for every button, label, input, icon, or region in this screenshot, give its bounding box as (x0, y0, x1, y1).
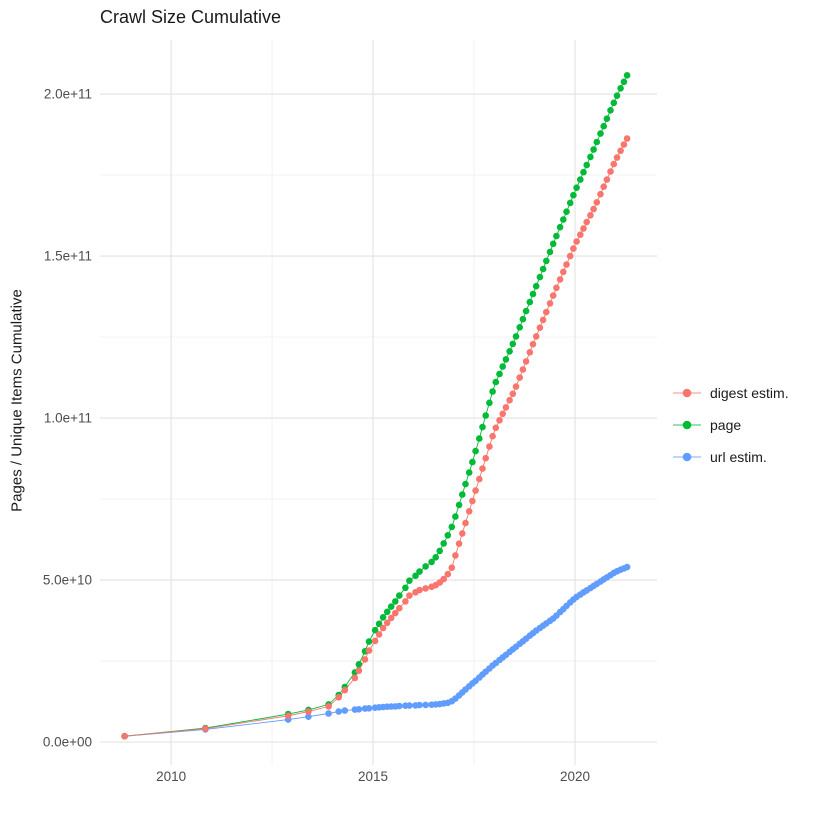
x-tick-label: 2010 (156, 769, 186, 784)
series-url-estim (121, 563, 631, 740)
legend-entry-digest-estim: digest estim. (672, 377, 789, 409)
legend-label: url estim. (710, 449, 767, 465)
x-tick-label: 2020 (560, 769, 590, 784)
y-tick-label: 1.5e+11 (44, 249, 92, 264)
legend: digest estim. page url estim. (672, 377, 789, 473)
minor-gridlines (100, 40, 657, 765)
y-tick-label: 5.0e+10 (43, 573, 92, 588)
chart-title: Crawl Size Cumulative (100, 7, 282, 27)
series-digest-estim (121, 135, 631, 740)
legend-label: digest estim. (710, 385, 789, 401)
legend-key-icon (673, 420, 701, 430)
axis-tick-labels: 0.0e+00 5.0e+10 1.0e+11 1.5e+11 2.0e+11 2010 2… (43, 87, 590, 784)
x-tick-label: 2015 (358, 769, 388, 784)
y-tick-label: 1.0e+11 (44, 411, 92, 426)
legend-entry-url-estim: url estim. (672, 441, 789, 473)
legend-key-icon (673, 452, 701, 462)
y-tick-label: 0.0e+00 (43, 734, 92, 749)
major-gridlines (100, 40, 657, 765)
legend-key-icon (673, 388, 701, 398)
legend-entry-page: page (672, 409, 789, 441)
series-page (121, 72, 631, 740)
y-tick-label: 2.0e+11 (44, 87, 92, 102)
legend-label: page (710, 417, 742, 433)
